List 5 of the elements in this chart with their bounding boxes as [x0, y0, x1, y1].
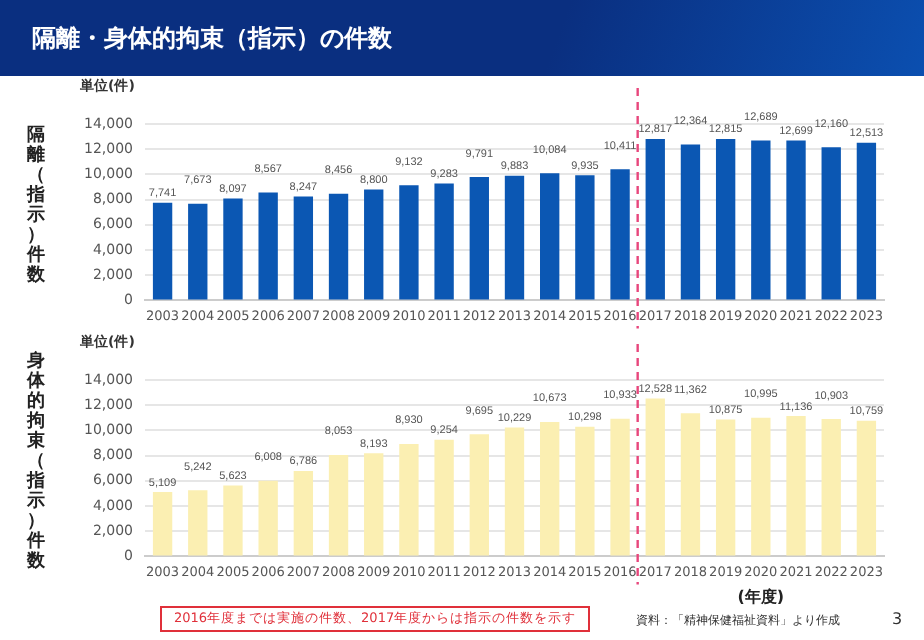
y-axis-title: 隔離（指示）件数 [27, 126, 45, 286]
text: 身体的拘束（指示）件数 [27, 352, 45, 572]
x-axis-title: (年度) [737, 586, 784, 608]
chart-title: 隔離・身体的拘束（指示）の件数 [32, 21, 392, 55]
text: 3 [892, 610, 903, 628]
